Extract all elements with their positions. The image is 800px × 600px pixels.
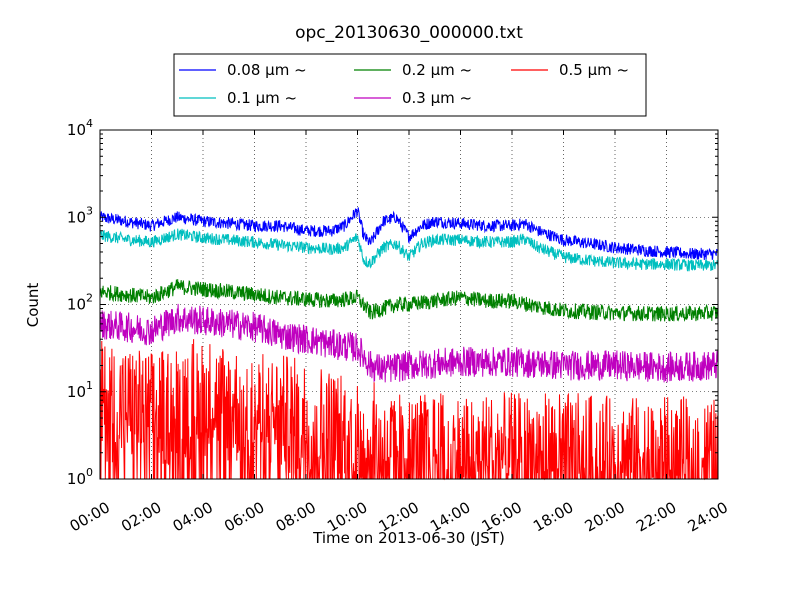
legend-box xyxy=(173,53,647,117)
legend-label: 0.5 μm ~ xyxy=(559,61,629,79)
series-line-0-08 xyxy=(99,207,718,261)
x-tick-label: 04:00 xyxy=(170,498,216,535)
series-lines xyxy=(99,207,719,481)
y-tick-label: 104 xyxy=(67,117,93,139)
y-tick-label: 102 xyxy=(67,292,93,314)
legend: 0.08 μm ~ 0.1 μm ~ 0.2 μm ~ 0.3 μm ~ 0.5 μm … xyxy=(173,53,647,117)
x-tick-label: 20:00 xyxy=(582,498,628,535)
legend-label: 0.1 μm ~ xyxy=(227,89,297,107)
y-tick-label: 101 xyxy=(67,379,93,401)
x-tick-label: 08:00 xyxy=(273,498,319,535)
legend-label: 0.2 μm ~ xyxy=(402,61,472,79)
legend-label: 0.08 μm ~ xyxy=(227,61,307,79)
series-line-0-3 xyxy=(99,303,719,383)
x-tick-label: 00:00 xyxy=(67,498,113,535)
x-tick-label: 06:00 xyxy=(221,498,267,535)
y-tick-label: 100 xyxy=(67,466,93,488)
series-line-0-5 xyxy=(99,339,719,481)
x-tick-label: 24:00 xyxy=(685,498,731,535)
x-axis-label: Time on 2013-06-30 (JST) xyxy=(312,529,505,547)
chart-title: opc_20130630_000000.txt xyxy=(295,23,523,43)
series-line-0-2 xyxy=(99,279,719,322)
x-tick-label: 22:00 xyxy=(633,498,679,535)
series-line-0-1 xyxy=(99,228,719,272)
y-tick-label: 103 xyxy=(67,204,93,226)
x-tick-label: 02:00 xyxy=(118,498,164,535)
x-tick-label: 18:00 xyxy=(530,498,576,535)
y-axis-label: Count xyxy=(24,283,42,328)
legend-label: 0.3 μm ~ xyxy=(402,89,472,107)
